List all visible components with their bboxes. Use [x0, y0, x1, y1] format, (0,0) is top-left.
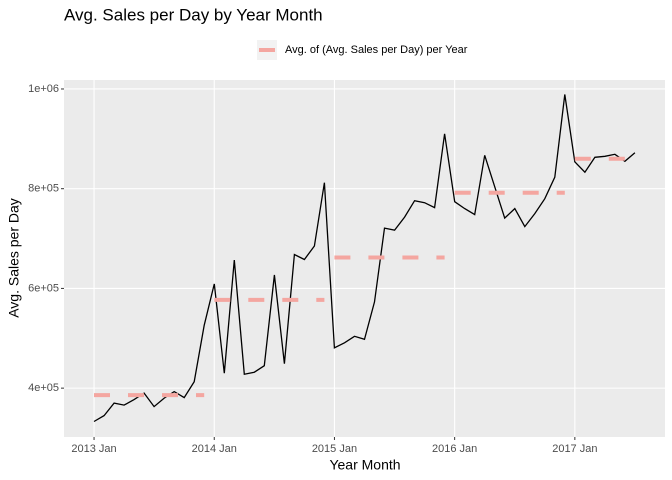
series-line [93, 94, 636, 423]
y-axis-title: Avg. Sales per Day [6, 198, 22, 318]
legend-label: Avg. of (Avg. Sales per Day) per Year [285, 44, 468, 56]
x-tick-label: 2014 Jan [192, 443, 237, 455]
x-tick-label: 2017 Jan [552, 443, 597, 455]
y-tick-label: 4e+05 [28, 382, 59, 394]
x-tick-label: 2016 Jan [432, 443, 477, 455]
y-tick-label: 6e+05 [28, 282, 59, 294]
x-tick-label: 2015 Jan [312, 443, 357, 455]
panel [64, 80, 665, 437]
y-tick-label: 8e+05 [28, 183, 59, 195]
x-tick-label: 2013 Jan [71, 443, 116, 455]
y-tick-label: 1e+06 [28, 83, 59, 95]
chart-title: Avg. Sales per Day by Year Month [64, 5, 323, 24]
x-axis-title: Year Month [329, 457, 400, 473]
